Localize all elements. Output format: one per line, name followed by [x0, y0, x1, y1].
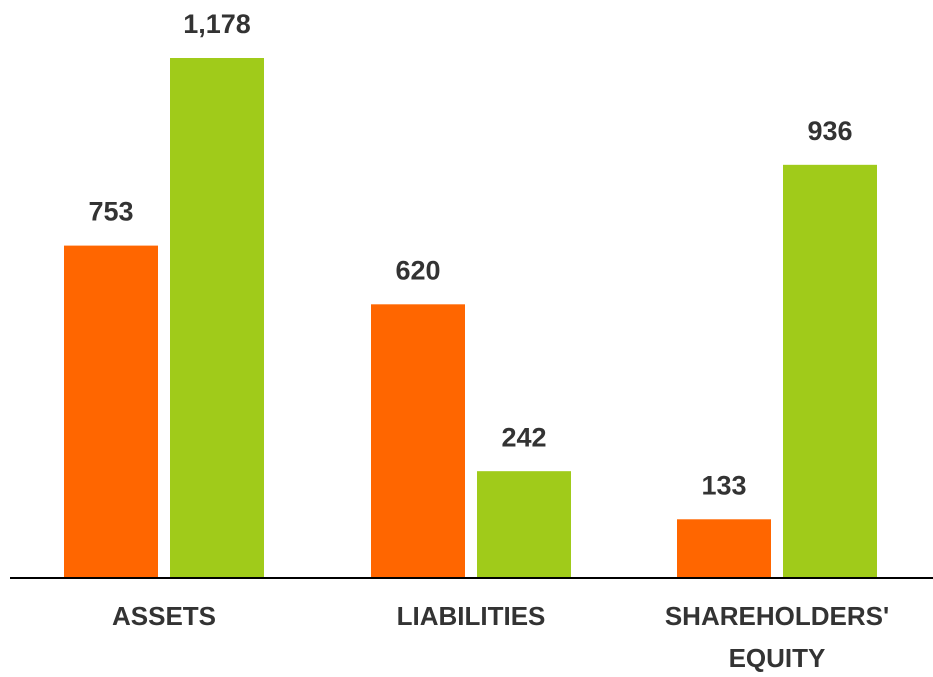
x-tick-label: ASSETS — [112, 601, 216, 631]
bar — [783, 164, 877, 578]
x-tick-label: LIABILITIES — [397, 601, 546, 631]
value-label: 242 — [501, 422, 546, 452]
value-label: 133 — [701, 470, 746, 500]
value-label: 620 — [395, 255, 440, 285]
value-label: 1,178 — [183, 9, 251, 39]
bar — [677, 519, 771, 578]
bar — [371, 304, 465, 578]
bar — [477, 471, 571, 578]
x-tick-label: SHAREHOLDERS' EQUITY — [665, 601, 889, 673]
bar — [64, 245, 158, 578]
bar — [170, 58, 264, 578]
value-label: 936 — [807, 116, 852, 146]
value-label: 753 — [88, 197, 133, 227]
